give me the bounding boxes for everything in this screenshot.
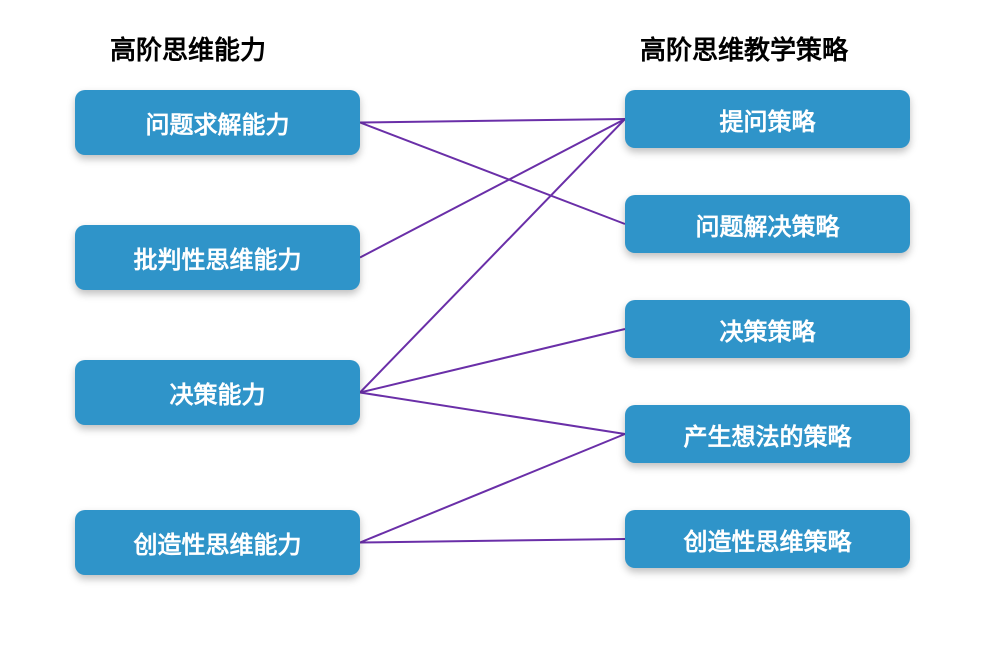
right-box-R4: 创造性思维策略: [625, 510, 910, 568]
left-box-L2: 决策能力: [75, 360, 360, 425]
right-heading: 高阶思维教学策略: [640, 30, 848, 67]
left-box-label: 决策能力: [170, 375, 266, 410]
left-box-L0: 问题求解能力: [75, 90, 360, 155]
edge-L0-R1: [360, 123, 625, 225]
left-box-label: 创造性思维能力: [134, 525, 302, 560]
left-box-L1: 批判性思维能力: [75, 225, 360, 290]
edge-L2-R3: [360, 393, 625, 435]
right-box-R1: 问题解决策略: [625, 195, 910, 253]
edge-L2-R0: [360, 119, 625, 393]
left-box-label: 批判性思维能力: [134, 240, 302, 275]
right-box-label: 决策策略: [720, 312, 816, 347]
right-box-R3: 产生想法的策略: [625, 405, 910, 463]
left-box-label: 问题求解能力: [146, 105, 290, 140]
right-box-R2: 决策策略: [625, 300, 910, 358]
right-box-label: 提问策略: [720, 102, 816, 137]
edge-L1-R0: [360, 119, 625, 258]
right-box-R0: 提问策略: [625, 90, 910, 148]
left-box-L3: 创造性思维能力: [75, 510, 360, 575]
right-box-label: 问题解决策略: [696, 207, 840, 242]
edge-L0-R0: [360, 119, 625, 123]
right-box-label: 产生想法的策略: [684, 417, 852, 452]
edge-L3-R3: [360, 434, 625, 543]
diagram-container: 高阶思维能力 高阶思维教学策略 问题求解能力批判性思维能力决策能力创造性思维能力…: [0, 0, 1000, 645]
right-box-label: 创造性思维策略: [684, 522, 852, 557]
edge-L3-R4: [360, 539, 625, 543]
edge-L2-R2: [360, 329, 625, 393]
left-heading: 高阶思维能力: [110, 30, 266, 67]
